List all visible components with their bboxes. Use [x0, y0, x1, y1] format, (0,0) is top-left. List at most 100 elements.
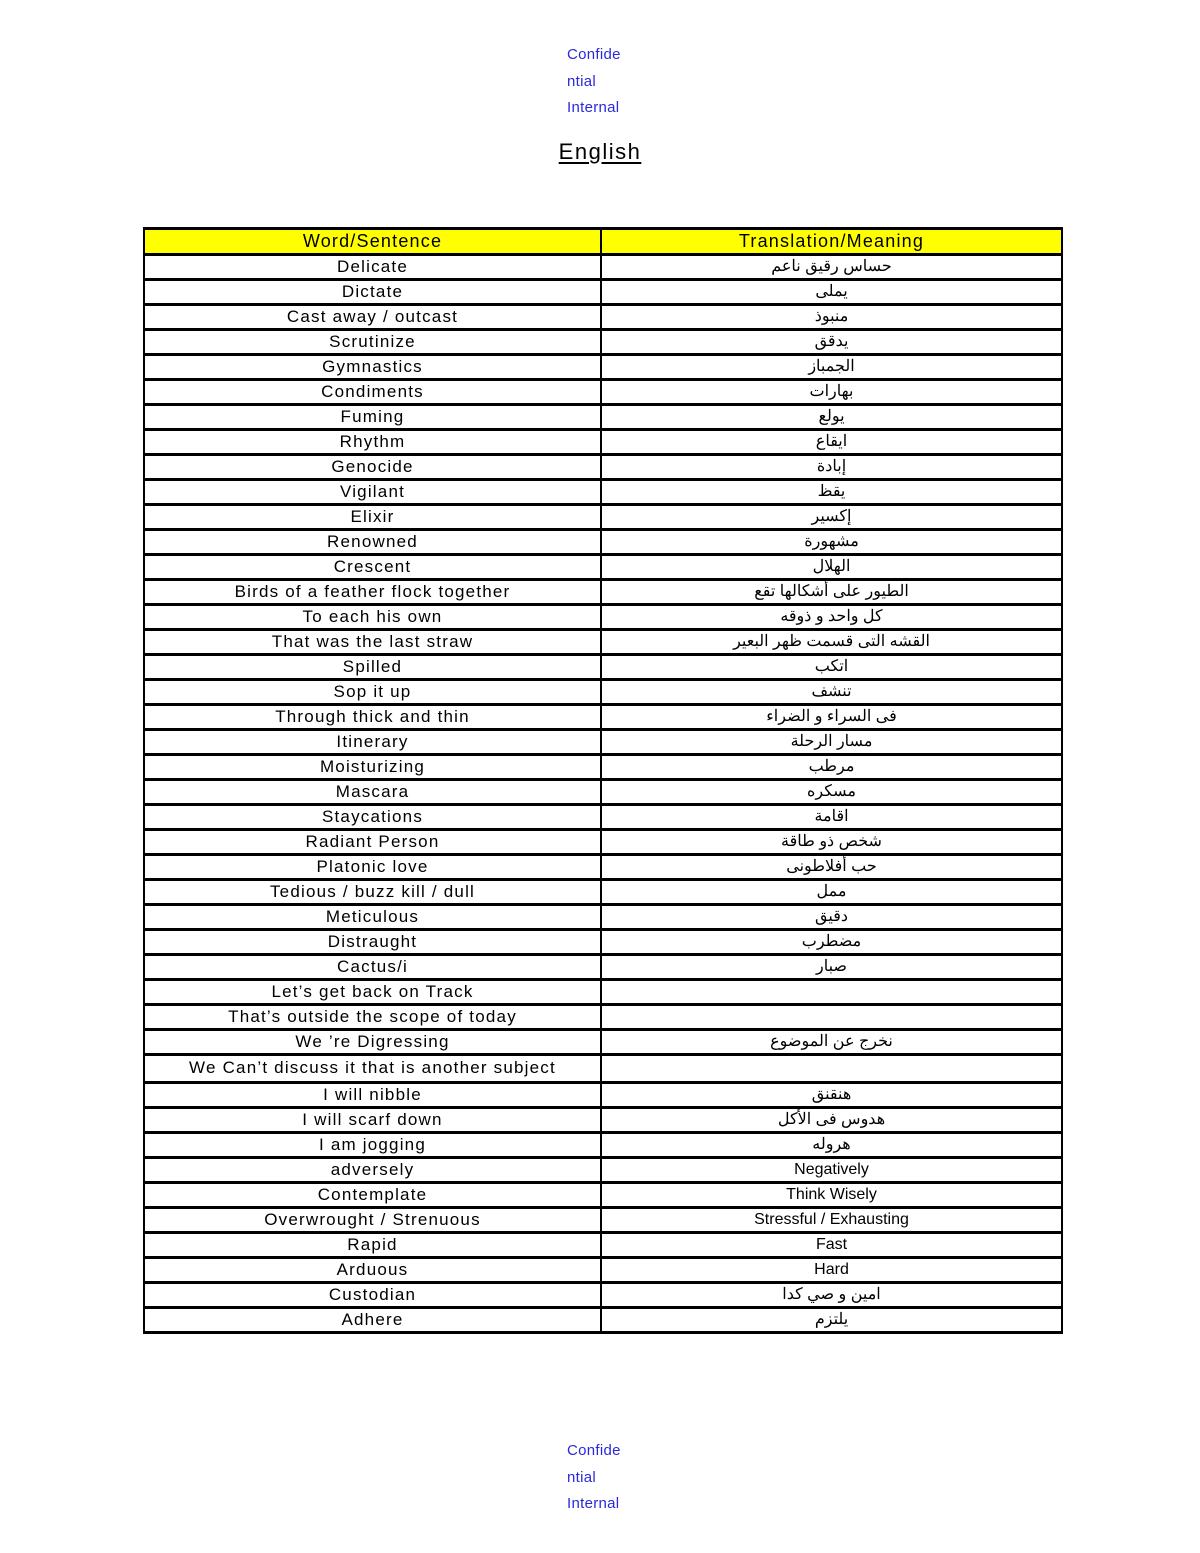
cell-translation: منبوذ: [600, 303, 1063, 331]
table-row: Let’s get back on Track: [143, 978, 1063, 1006]
cell-translation: شخص ذو طاقة: [600, 828, 1063, 856]
cell-translation: حب أفلاطونى: [600, 853, 1063, 881]
vocabulary-table: Word/Sentence Translation/Meaning Delica…: [143, 227, 1063, 1334]
confidential-watermark-top: Confide ntial Internal: [567, 42, 621, 122]
cell-translation: بهارات: [600, 378, 1063, 406]
table-row: Itinerary مسار الرحلة: [143, 728, 1063, 756]
cell-translation: Fast: [600, 1230, 1063, 1259]
watermark-line: ntial: [567, 72, 597, 90]
cell-word: Rhythm: [143, 428, 602, 456]
cell-word: To each his own: [143, 603, 602, 631]
cell-word: Cactus/i: [143, 953, 602, 981]
table-row: Delicate حساس رقيق ناعم: [143, 253, 1063, 281]
cell-word: Meticulous: [143, 903, 602, 931]
cell-word: Contemplate: [143, 1180, 602, 1209]
cell-word: Cast away / outcast: [143, 303, 602, 331]
cell-word: Crescent: [143, 553, 602, 581]
cell-word: That’s outside the scope of today: [143, 1003, 602, 1031]
cell-translation: يملى: [600, 278, 1063, 306]
column-header-word: Word/Sentence: [143, 227, 602, 256]
table-header-row: Word/Sentence Translation/Meaning: [143, 227, 1063, 256]
table-row: Genocide إبادة: [143, 453, 1063, 481]
table-row: Gymnastics الجمباز: [143, 353, 1063, 381]
table-row: Adhere يلتزم: [143, 1305, 1063, 1334]
cell-translation: يقظ: [600, 478, 1063, 506]
table-row: Fuming يولع: [143, 403, 1063, 431]
cell-word: Sop it up: [143, 678, 602, 706]
cell-word: Radiant Person: [143, 828, 602, 856]
cell-translation: يولع: [600, 403, 1063, 431]
table-row: Distraught مضطرب: [143, 928, 1063, 956]
cell-word: Spilled: [143, 653, 602, 681]
cell-translation: [600, 1003, 1063, 1031]
cell-translation: Stressful / Exhausting: [600, 1205, 1063, 1234]
watermark-line: Internal: [567, 1495, 620, 1512]
cell-word: Scrutinize: [143, 328, 602, 356]
table-row: adversely Negatively: [143, 1155, 1063, 1184]
table-row: Elixir إكسير: [143, 503, 1063, 531]
cell-translation: كل واحد و ذوقه: [600, 603, 1063, 631]
cell-translation: هنقنق: [600, 1080, 1063, 1109]
cell-translation: امين و صي كدا: [600, 1280, 1063, 1309]
cell-translation: إبادة: [600, 453, 1063, 481]
cell-translation: الهلال: [600, 553, 1063, 581]
cell-word: Platonic love: [143, 853, 602, 881]
cell-translation: ايقاع: [600, 428, 1063, 456]
cell-word: Custodian: [143, 1280, 602, 1309]
table-row: I will nibble هنقنق: [143, 1080, 1063, 1109]
table-body: Delicate حساس رقيق ناعم Dictate يملى Cast aw…: [143, 253, 1063, 1334]
cell-word: Itinerary: [143, 728, 602, 756]
cell-word: Fuming: [143, 403, 602, 431]
table-row: Custodian امين و صي كدا: [143, 1280, 1063, 1309]
cell-translation: تنشف: [600, 678, 1063, 706]
table-row: Overwrought / Strenuous Stressful / Exhau…: [143, 1205, 1063, 1234]
cell-translation: إكسير: [600, 503, 1063, 531]
watermark-line: Confide: [567, 1442, 621, 1459]
cell-word: We ’re Digressing: [143, 1028, 602, 1056]
cell-word: Dictate: [143, 278, 602, 306]
table-row: Tedious / buzz kill / dull ممل: [143, 878, 1063, 906]
cell-word: Delicate: [143, 253, 602, 281]
cell-word: Tedious / buzz kill / dull: [143, 878, 602, 906]
cell-translation: هروله: [600, 1130, 1063, 1159]
table-row: Mascara مسكره: [143, 778, 1063, 806]
watermark-line: ntial: [567, 1468, 597, 1486]
table-row: Birds of a feather flock together الطيور …: [143, 578, 1063, 606]
table-row: Contemplate Think Wisely: [143, 1180, 1063, 1209]
cell-word: adversely: [143, 1155, 602, 1184]
cell-word: Through thick and thin: [143, 703, 602, 731]
table-row: Condiments بهارات: [143, 378, 1063, 406]
cell-translation: اقامة: [600, 803, 1063, 831]
table-row: Spilled اتكب: [143, 653, 1063, 681]
cell-translation: مسار الرحلة: [600, 728, 1063, 756]
cell-word: Arduous: [143, 1255, 602, 1284]
cell-word: I will scarf down: [143, 1105, 602, 1134]
cell-translation: القشه التى قسمت ظهر البعير: [600, 628, 1063, 656]
cell-translation: Think Wisely: [600, 1180, 1063, 1209]
cell-word: Overwrought / Strenuous: [143, 1205, 602, 1234]
cell-word: Renowned: [143, 528, 602, 556]
cell-word: Moisturizing: [143, 753, 602, 781]
table-row: Crescent الهلال: [143, 553, 1063, 581]
cell-translation: حساس رقيق ناعم: [600, 253, 1063, 281]
watermark-line: Internal: [567, 99, 620, 116]
cell-word: Condiments: [143, 378, 602, 406]
cell-word: Let’s get back on Track: [143, 978, 602, 1006]
table-row: That was the last straw القشه التى قسمت ظ…: [143, 628, 1063, 656]
cell-word: Rapid: [143, 1230, 602, 1259]
table-row: To each his own كل واحد و ذوقه: [143, 603, 1063, 631]
table-row: Meticulous دقيق: [143, 903, 1063, 931]
table-row: Moisturizing مرطب: [143, 753, 1063, 781]
table-row: That’s outside the scope of today: [143, 1003, 1063, 1031]
table-row: Vigilant يقظ: [143, 478, 1063, 506]
cell-translation: Negatively: [600, 1155, 1063, 1184]
cell-translation: صبار: [600, 953, 1063, 981]
table-row: Renowned مشهورة: [143, 528, 1063, 556]
table-row: I will scarf down هدوس فى الأكل: [143, 1105, 1063, 1134]
page-title: English: [558, 139, 642, 164]
cell-translation: هدوس فى الأكل: [600, 1105, 1063, 1134]
cell-translation: مرطب: [600, 753, 1063, 781]
table-row: Staycations اقامة: [143, 803, 1063, 831]
cell-translation: الجمباز: [600, 353, 1063, 381]
cell-translation: الطيور على أشكالها تقع: [600, 578, 1063, 606]
